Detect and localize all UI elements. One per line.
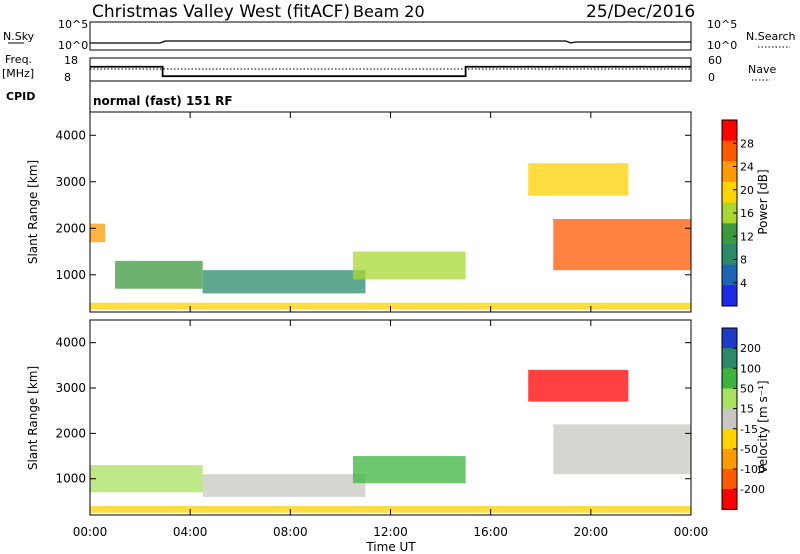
power-region	[90, 223, 106, 243]
power-colorbar-tick-label: 24	[740, 161, 754, 174]
power-colorbar-tick-label: 20	[740, 184, 754, 197]
power-ytick-label: 2000	[55, 221, 86, 235]
velocity-ylabel: Slant Range [km]	[26, 366, 40, 470]
x-tick-label: 12:00	[373, 525, 408, 539]
velocity-colorbar-swatch	[722, 448, 737, 470]
velocity-colorbar: 200 100 50 15 -15 -50 -100 -200	[721, 327, 765, 510]
velocity-colorbar-label: Velocity [m s⁻¹]	[756, 380, 770, 473]
freq-tick-low: 8	[64, 71, 71, 84]
velocity-region	[202, 474, 366, 497]
power-colorbar-swatch	[722, 120, 737, 142]
power-colorbar-label: Power [dB]	[756, 169, 770, 234]
nave-tick-high: 60	[708, 54, 722, 67]
nsky-tick-high: 10^5	[58, 18, 88, 31]
nave-tick-low: 0	[708, 71, 715, 84]
velocity-region	[352, 456, 466, 484]
beam-label: Beam 20	[353, 2, 425, 21]
power-ytick-label: 1000	[55, 268, 86, 282]
velocity-colorbar-tick-label: -50	[740, 443, 758, 456]
x-tick-label: 20:00	[574, 525, 609, 539]
velocity-ytick-label: 4000	[55, 336, 86, 350]
velocity-colorbar-swatch	[722, 368, 737, 389]
nsearch-label: N.Search	[746, 30, 796, 43]
velocity-panel: 4000 3000 2000 1000 Slant Range [km] 200 100…	[26, 319, 770, 516]
power-ytick-label: 4000	[55, 128, 86, 142]
power-region	[553, 218, 691, 271]
date-label: 25/Dec/2016	[586, 2, 695, 22]
velocity-colorbar-tick-label: 15	[740, 403, 754, 416]
velocity-region	[553, 424, 691, 475]
velocity-colorbar-tick-label: -200	[740, 483, 765, 496]
velocity-ytick-label: 1000	[55, 472, 86, 486]
power-colorbar-tick-label: 28	[740, 137, 754, 150]
nsky-trace	[90, 40, 691, 44]
freq-tick-high: 18	[64, 54, 78, 67]
velocity-colorbar-swatch	[722, 489, 737, 510]
power-colorbar-swatch	[722, 264, 737, 286]
power-colorbar-swatch	[722, 244, 737, 266]
power-region	[115, 260, 203, 289]
nsearch-tick-high: 10^5	[707, 18, 737, 31]
freq-panel: Freq. [MHz] 18 8 60 0 Nave	[2, 53, 776, 84]
power-ylabel: Slant Range [km]	[26, 160, 40, 264]
velocity-colorbar-tick-label: 200	[740, 342, 761, 355]
x-axis-label: Time UT	[365, 540, 416, 554]
power-panel: 4000 3000 2000 1000 Slant Range [km] 28 24 20…	[26, 111, 770, 313]
velocity-colorbar-tick-label: 100	[740, 362, 761, 375]
power-region	[528, 163, 629, 196]
power-colorbar-tick-label: 16	[740, 207, 754, 220]
x-tick-label: 08:00	[273, 525, 308, 539]
x-tick-label: 00:00	[674, 525, 709, 539]
power-colorbar-tick-label: 12	[740, 230, 754, 243]
power-colorbar-swatch	[722, 140, 737, 162]
power-colorbar-swatch	[722, 223, 737, 245]
power-colorbar-swatch	[722, 182, 737, 204]
power-region	[352, 251, 466, 280]
freq-unit: [MHz]	[2, 67, 34, 80]
velocity-colorbar-swatch	[722, 469, 737, 490]
power-colorbar: 28 24 20 16 12 8 4	[721, 119, 754, 307]
x-tick-label: 04:00	[173, 525, 208, 539]
x-tick-label: 16:00	[473, 525, 508, 539]
power-colorbar-tick-label: 8	[740, 254, 747, 267]
power-ytick-label: 3000	[55, 175, 86, 189]
velocity-colorbar-swatch	[722, 348, 737, 369]
velocity-colorbar-swatch	[722, 408, 737, 430]
power-colorbar-swatch	[722, 161, 737, 183]
velocity-ytick-label: 3000	[55, 381, 86, 395]
power-colorbar-tick-label: 4	[740, 277, 747, 290]
velocity-colorbar-frame	[721, 327, 738, 510]
velocity-colorbar-swatch	[722, 428, 737, 450]
velocity-region	[528, 369, 629, 402]
power-colorbar-swatch	[722, 285, 737, 307]
freq-trace	[90, 65, 691, 78]
cpid-label: CPID	[6, 90, 35, 103]
power-colorbar-swatch	[722, 202, 737, 224]
velocity-region	[90, 465, 203, 493]
nsky-label: N.Sky	[3, 30, 35, 43]
nsky-tick-low: 10^0	[58, 39, 88, 52]
velocity-ytick-label: 2000	[55, 426, 86, 440]
nsearch-tick-low: 10^0	[707, 39, 737, 52]
velocity-colorbar-tick-label: -100	[740, 463, 765, 476]
velocity-colorbar-tick-label: -15	[740, 423, 758, 436]
nsky-panel: N.Sky 10^5 10^0 10^5 10^0 N.Search	[3, 18, 796, 52]
cpid-text: normal (fast) 151 RF	[93, 94, 233, 108]
velocity-colorbar-tick-label: 50	[740, 382, 754, 395]
velocity-colorbar-swatch	[722, 328, 737, 349]
x-tick-label: 00:00	[73, 525, 108, 539]
freq-label: Freq.	[5, 53, 32, 66]
velocity-colorbar-swatch	[722, 388, 737, 410]
nave-label: Nave	[748, 63, 776, 76]
station-title: Christmas Valley West (fitACF)	[92, 2, 350, 22]
power-region	[202, 270, 366, 294]
